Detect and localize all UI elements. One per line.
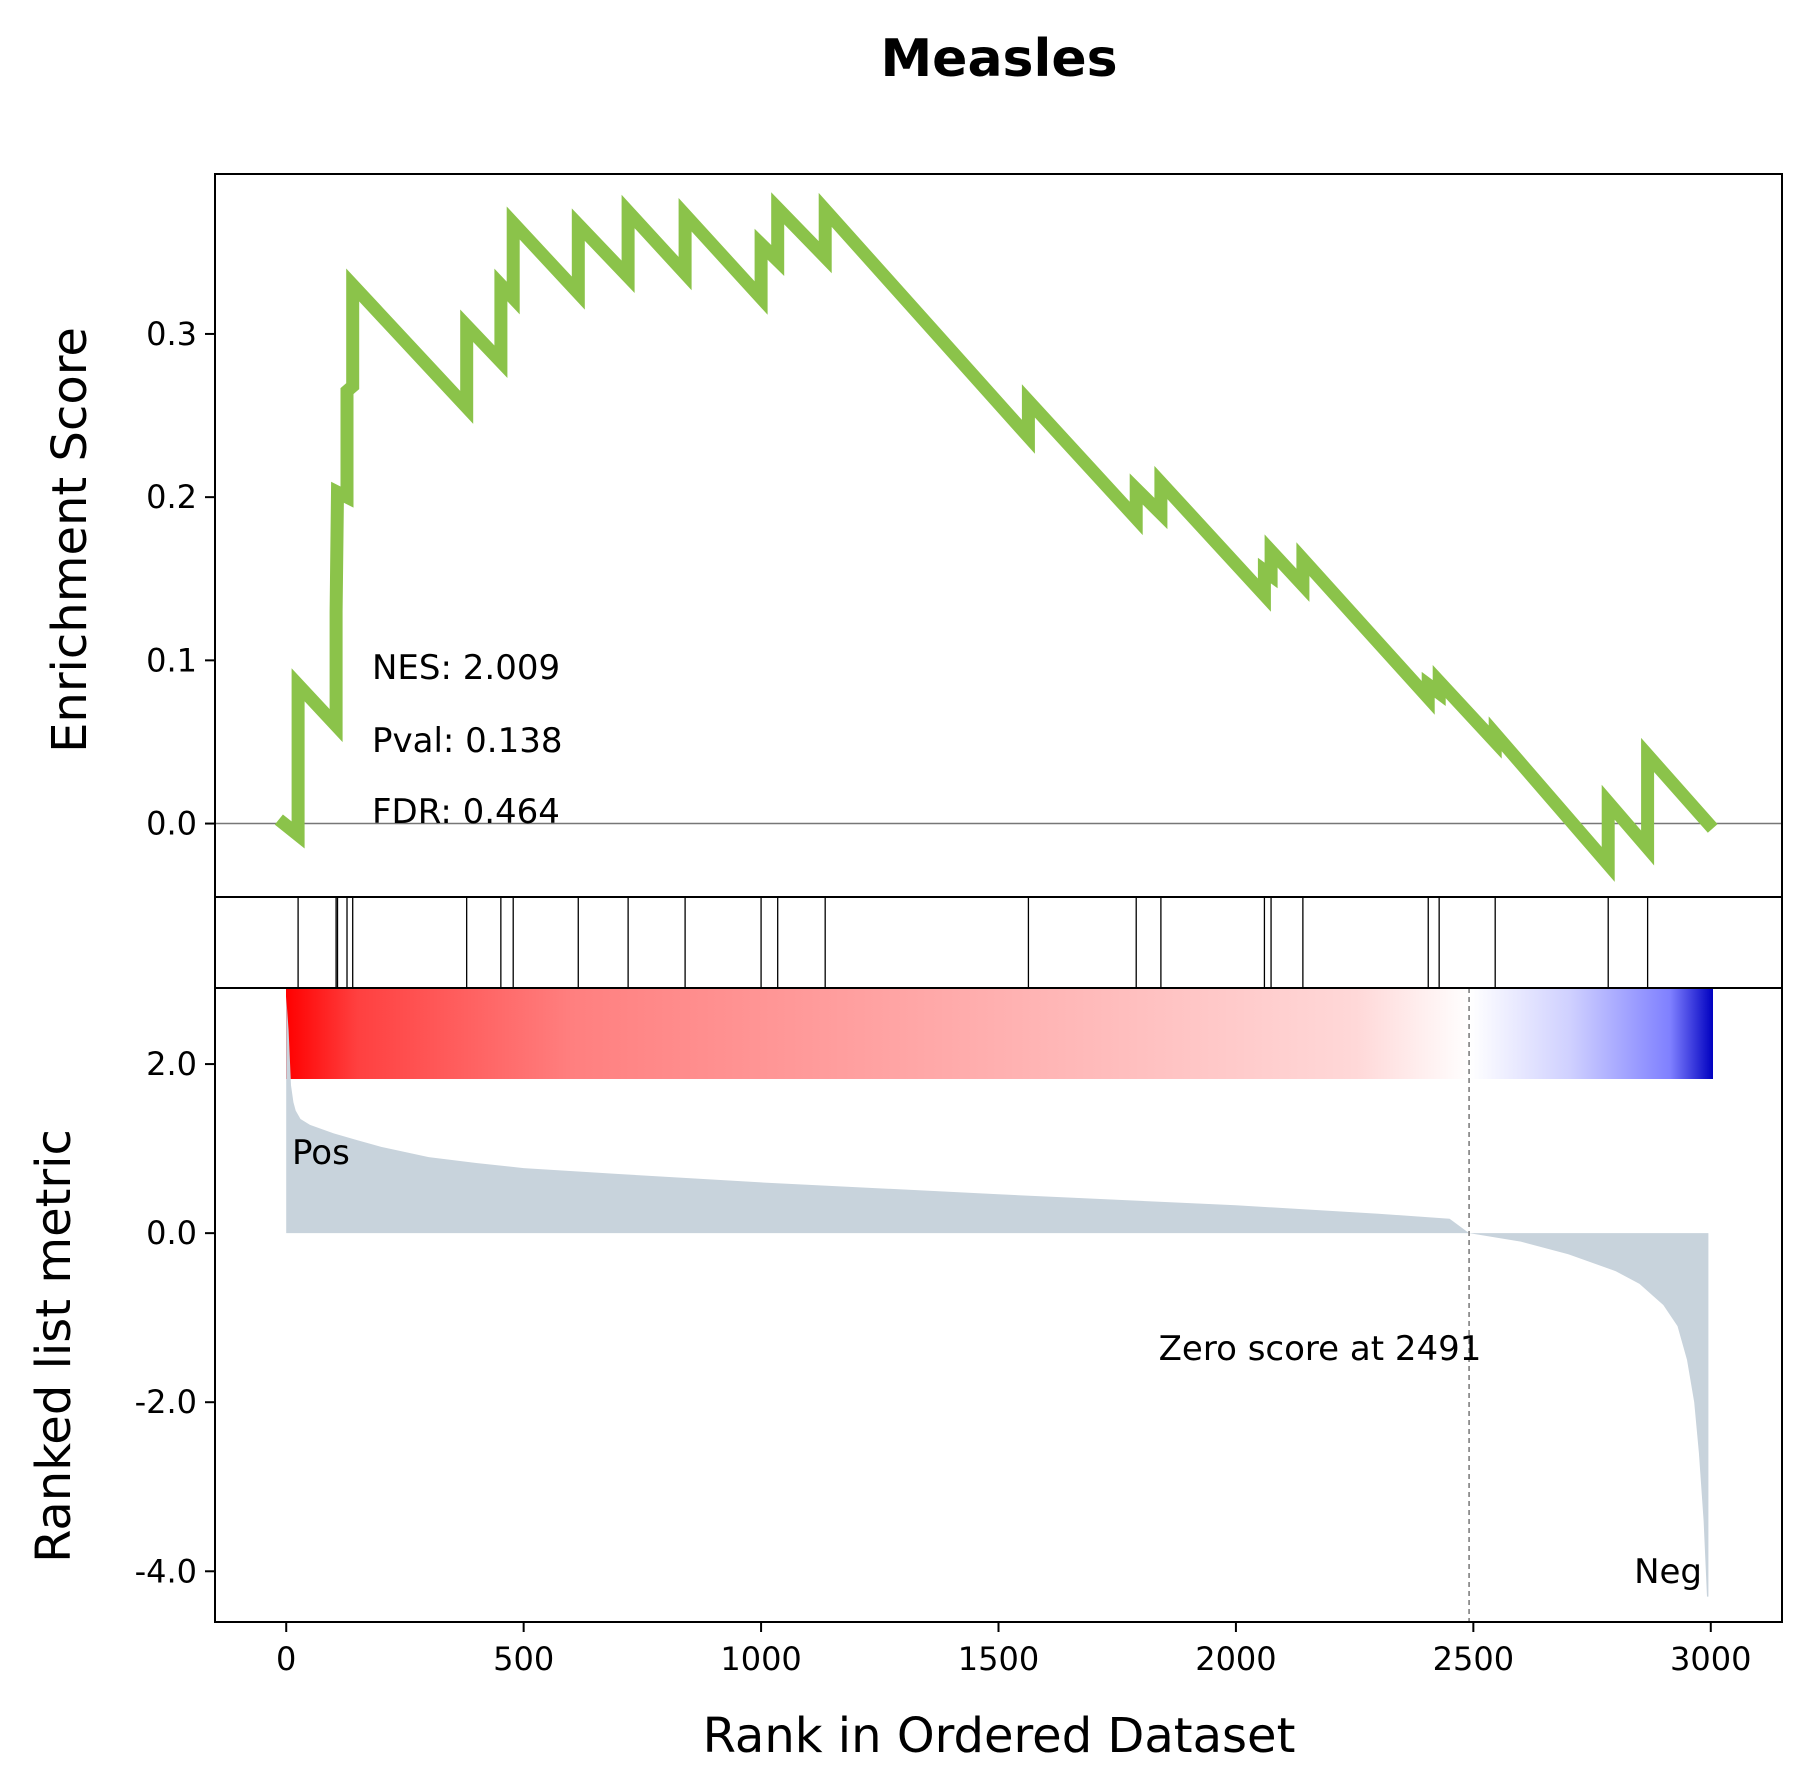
- x-tick-label: 2500: [1433, 1640, 1514, 1678]
- pos-label: Pos: [292, 1133, 350, 1173]
- x-tick-label: 500: [493, 1640, 554, 1678]
- enrichment-y-tick-label: 0.1: [146, 641, 197, 679]
- enrichment-y-tick-label: 0.2: [146, 478, 197, 516]
- pval-label: Pval: 0.138: [372, 721, 563, 761]
- enrichment-y-axis-label: Enrichment Score: [42, 327, 98, 753]
- x-tick-label: 3000: [1670, 1640, 1751, 1678]
- x-axis-ticks: 0 500 1000 1500 2000 2500 3000: [276, 1622, 1751, 1678]
- x-tick-label: 1000: [720, 1640, 801, 1678]
- hit-ticks: [297, 897, 1649, 988]
- nes-label: NES: 2.009: [372, 648, 560, 688]
- fdr-label: FDR: 0.464: [372, 792, 560, 832]
- enrichment-panel: 0.0 0.1 0.2 0.3 NES: 2.009 Pval: 0.138 FDR:…: [42, 173, 1783, 898]
- ranked-y-ticks: 2.0 0.0 -2.0 -4.0: [135, 1045, 215, 1590]
- enrichment-score-line: [274, 192, 1718, 882]
- ranked-y-axis-label: Ranked list metric: [26, 1129, 82, 1563]
- ranked-panel: 2.0 0.0 -2.0 -4.0 Pos Neg Zero score at 249…: [26, 987, 1783, 1623]
- ranked-panel-frame: [214, 987, 1783, 1623]
- hits-panel-frame: [214, 896, 1783, 989]
- x-tick-label: 0: [276, 1640, 296, 1678]
- ranked-y-tick-label: 0.0: [146, 1214, 197, 1252]
- enrichment-y-ticks: 0.0 0.1 0.2 0.3: [146, 315, 215, 843]
- x-tick-label: 1500: [958, 1640, 1039, 1678]
- ranked-y-tick-label: 2.0: [146, 1045, 197, 1083]
- zero-score-label: Zero score at 2491: [1159, 1329, 1482, 1369]
- rank-color-bar: [286, 988, 1713, 1079]
- chart-title: Measles: [880, 29, 1117, 89]
- neg-label: Neg: [1634, 1552, 1702, 1592]
- ranked-y-tick-label: -2.0: [135, 1383, 197, 1421]
- x-tick-label: 2000: [1195, 1640, 1276, 1678]
- hits-panel: [214, 896, 1783, 989]
- ranked-y-tick-label: -4.0: [135, 1552, 197, 1590]
- enrichment-y-tick-label: 0.0: [146, 805, 197, 843]
- x-axis-label: Rank in Ordered Dataset: [703, 1708, 1296, 1764]
- enrichment-y-tick-label: 0.3: [146, 315, 197, 353]
- ranked-metric-area: [286, 996, 1709, 1597]
